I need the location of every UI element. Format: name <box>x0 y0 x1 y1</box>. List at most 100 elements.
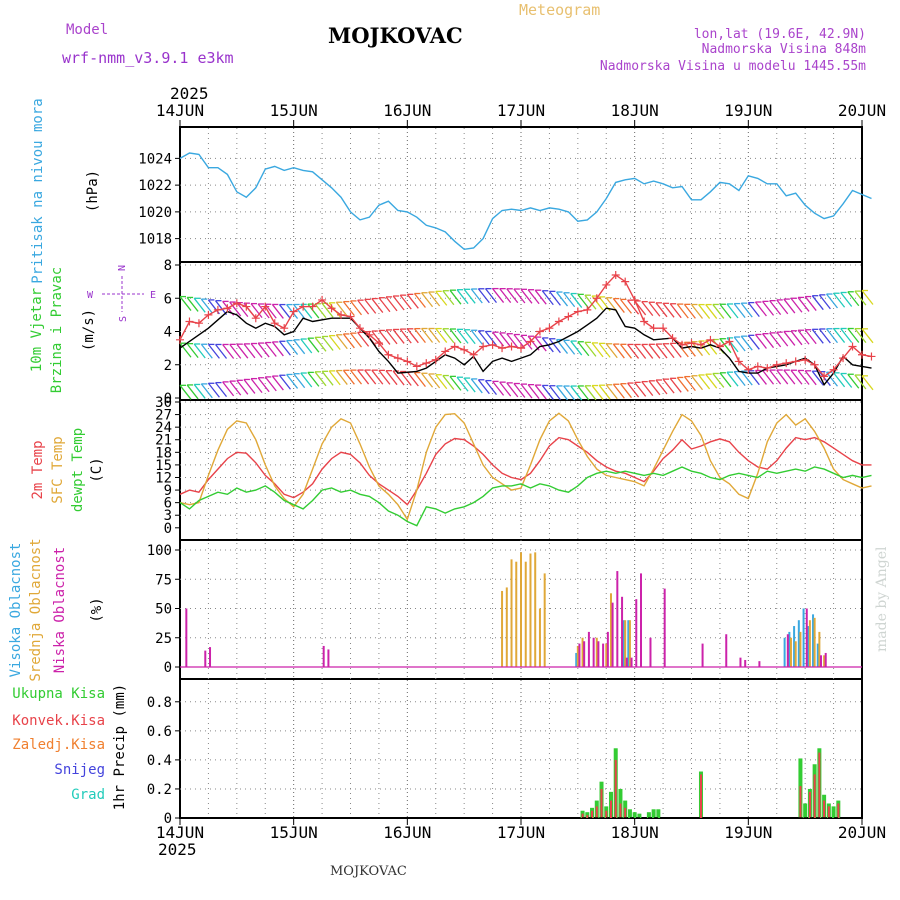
wind-barb <box>357 331 370 347</box>
wind-barb <box>726 371 739 387</box>
wind-barb <box>683 303 696 319</box>
wind-barb <box>790 330 803 346</box>
gust-marker <box>801 355 810 364</box>
gust-marker <box>763 364 772 373</box>
bottom-date-label: 19JUN <box>724 823 772 842</box>
cloud-bar <box>606 631 609 667</box>
wind-barb <box>243 343 256 359</box>
gust-marker <box>715 342 724 351</box>
cloud-bar <box>602 643 605 667</box>
gust-marker <box>299 302 308 311</box>
wind-barb <box>591 385 604 400</box>
wind-barb <box>492 380 505 396</box>
cloud-bar <box>788 631 791 667</box>
wind-barb <box>570 340 583 356</box>
precip-bar <box>799 786 802 818</box>
wind-barb <box>378 330 391 345</box>
wind-barb <box>477 330 490 346</box>
y-tick-label: 1018 <box>138 232 172 248</box>
cloud-bar <box>538 608 541 667</box>
bottom-date-label: 15JUN <box>270 823 318 842</box>
gust-marker <box>308 302 317 311</box>
wind-barb <box>477 288 490 304</box>
y-tick-label: 2 <box>164 358 172 374</box>
compass-south: S <box>118 316 129 322</box>
gust-marker <box>204 310 213 319</box>
cloud-bar <box>824 652 827 667</box>
top-date-label: 17JUN <box>497 101 545 120</box>
gust-marker <box>213 305 222 314</box>
cloud-bar <box>595 637 598 667</box>
cloud-bar <box>501 590 504 667</box>
cloud-bar <box>630 657 633 667</box>
wind-barb <box>364 369 377 385</box>
wind-barb <box>286 340 299 355</box>
precip-bar <box>605 810 608 818</box>
wind-barb <box>371 369 384 385</box>
wind-barb <box>342 333 355 349</box>
wind-barb <box>392 295 405 311</box>
wind-barb <box>243 379 256 394</box>
gust-marker <box>659 324 668 333</box>
cloud-bar <box>725 634 728 667</box>
wind-barb <box>627 344 640 359</box>
wind-barb <box>406 371 419 387</box>
pressure-title: Pritisak na nivou mora <box>30 98 46 283</box>
cloud-bar <box>805 608 808 667</box>
meteogram-label: Meteogram <box>519 1 600 19</box>
cloud-bar <box>520 552 522 667</box>
wind-barb <box>627 382 640 398</box>
wind-barb <box>797 370 810 385</box>
wind-barb <box>612 343 625 359</box>
wind-barb <box>655 302 668 318</box>
top-date-label: 14JUN <box>156 101 204 120</box>
wind-barb <box>818 294 831 310</box>
wind-barb <box>293 373 306 389</box>
gust-marker <box>696 340 705 349</box>
gust-marker <box>640 317 649 326</box>
cloud-bar <box>807 626 810 667</box>
wind-barb <box>321 302 334 318</box>
wind-barb <box>442 328 455 344</box>
gust-marker <box>611 270 620 279</box>
cloud-bar <box>529 553 532 667</box>
cloud-ylabel: (%) <box>89 597 105 622</box>
wind-barb <box>669 303 682 319</box>
gust-marker <box>621 277 630 286</box>
gust-marker <box>280 324 289 333</box>
wind-barb <box>278 340 291 356</box>
wind-barb <box>449 289 462 305</box>
wind-barb <box>335 301 348 317</box>
gust-marker <box>223 304 232 313</box>
cloud-bar <box>635 599 638 667</box>
gust-marker <box>261 302 270 311</box>
wind-barb <box>193 343 206 359</box>
wind-barb <box>712 373 725 388</box>
wind-barb <box>200 343 213 359</box>
wind-barb <box>193 384 206 399</box>
wind-barb <box>861 328 874 344</box>
wind-barb <box>179 384 192 400</box>
wind-barb <box>421 328 434 343</box>
wind-barb <box>392 329 405 344</box>
wind-barb <box>271 375 284 391</box>
wind-barb <box>207 382 220 398</box>
wind-barb <box>484 331 497 346</box>
y-tick-label: 0.2 <box>147 782 172 798</box>
y-tick-label: 0.8 <box>147 695 172 711</box>
wind-barb <box>364 298 377 314</box>
footer-station: MOJKOVAC <box>330 864 407 879</box>
wind-barb <box>676 303 689 319</box>
y-tick-label: 50 <box>155 602 172 618</box>
wind-barb <box>548 385 561 401</box>
y-tick-label: 6 <box>164 291 172 307</box>
cloud-title-high: Visoka Oblacnost <box>8 543 24 678</box>
top-date-label: 16JUN <box>383 101 431 120</box>
wind-barb <box>619 343 632 359</box>
wind-barb <box>215 382 228 398</box>
cloud-bar <box>616 571 619 667</box>
wind-barb <box>676 377 689 392</box>
gust-marker <box>592 294 601 303</box>
wind-barb <box>286 374 299 389</box>
gust-marker <box>270 319 279 328</box>
